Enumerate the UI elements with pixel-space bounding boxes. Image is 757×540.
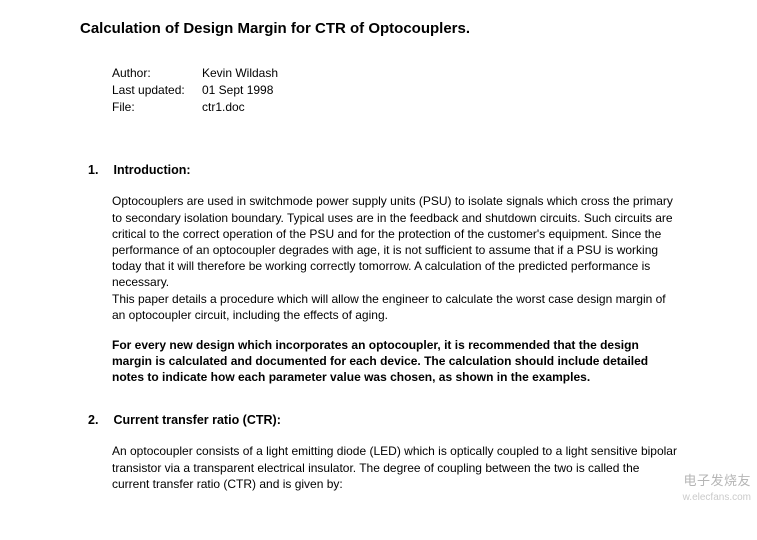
meta-updated-row: Last updated: 01 Sept 1998 [112, 82, 677, 99]
author-label: Author: [112, 65, 202, 82]
document-meta: Author: Kevin Wildash Last updated: 01 S… [112, 65, 677, 115]
meta-author-row: Author: Kevin Wildash [112, 65, 677, 82]
section-2-heading: 2. Current transfer ratio (CTR): [88, 413, 677, 427]
section-2-number: 2. [88, 413, 110, 427]
updated-label: Last updated: [112, 82, 202, 99]
section-2-body: An optocoupler consists of a light emitt… [112, 443, 677, 492]
section-2-title: Current transfer ratio (CTR): [113, 413, 280, 427]
file-value: ctr1.doc [202, 99, 245, 116]
section-1-body: Optocouplers are used in switchmode powe… [112, 193, 677, 385]
section-2-paragraph-1: An optocoupler consists of a light emitt… [112, 443, 677, 492]
section-introduction: 1. Introduction: Optocouplers are used i… [80, 163, 677, 385]
section-1-paragraph-1: Optocouplers are used in switchmode powe… [112, 193, 677, 290]
updated-value: 01 Sept 1998 [202, 82, 273, 99]
meta-file-row: File: ctr1.doc [112, 99, 677, 116]
file-label: File: [112, 99, 202, 116]
section-1-title: Introduction: [113, 163, 190, 177]
author-value: Kevin Wildash [202, 65, 278, 82]
section-ctr: 2. Current transfer ratio (CTR): An opto… [80, 413, 677, 492]
section-1-number: 1. [88, 163, 110, 177]
section-1-paragraph-bold: For every new design which incorporates … [112, 337, 677, 386]
section-1-paragraph-2: This paper details a procedure which wil… [112, 291, 677, 323]
section-1-heading: 1. Introduction: [88, 163, 677, 177]
document-title: Calculation of Design Margin for CTR of … [80, 20, 677, 37]
